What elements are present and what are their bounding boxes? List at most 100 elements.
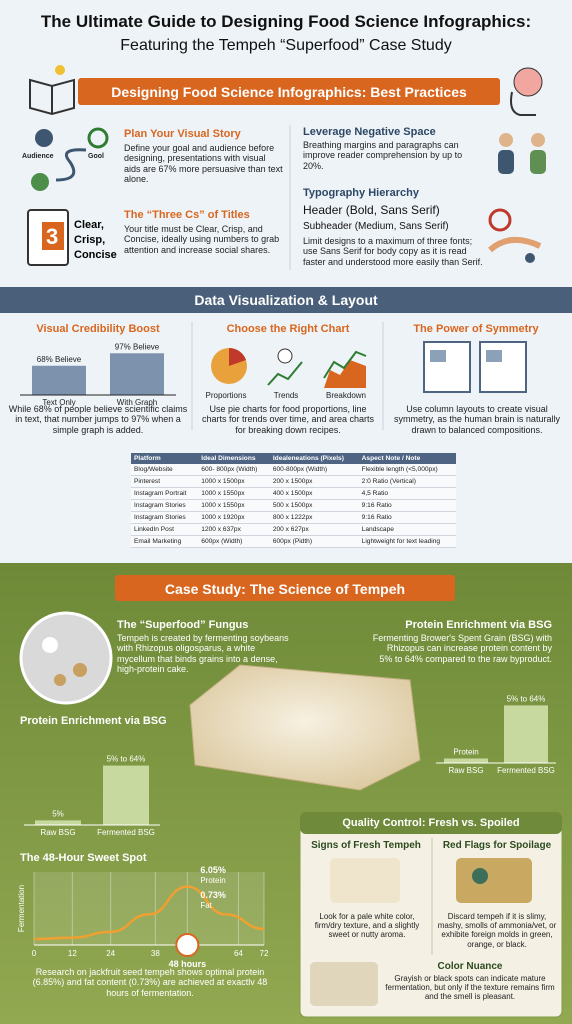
layout-icons <box>423 341 527 393</box>
bar-label: Protein <box>453 748 478 757</box>
box-title: Quality Control: Fresh vs. Spoiled <box>342 817 520 829</box>
annotation: 6.05% <box>200 865 226 875</box>
table-cell: 200 x 1500px <box>269 475 359 488</box>
section-title: Choose the Right Chart <box>226 323 350 335</box>
table-header: Idealeneations (Pixels) <box>269 453 359 464</box>
body-text: Tempeh is created by fermenting soybeans… <box>117 633 289 675</box>
table-cell: Blog/Website <box>131 464 199 476</box>
table-header: Ideal Dimensions <box>198 453 270 464</box>
table-header: Aspect Note / Note <box>358 453 456 464</box>
subtitle: Featuring the Tempeh “Superfood” Case St… <box>120 37 452 54</box>
table-cell: 600-800px (Width) <box>269 464 359 476</box>
table-row: Instagram Stories 1000 x 1920px 800 x 1222… <box>131 511 456 524</box>
sample-header: Header (Bold, Sans Serif) <box>303 203 440 217</box>
table-row: LinkedIn Post 1200 x 637px 200 x 627px Land… <box>131 523 456 536</box>
banner-bar <box>78 78 500 105</box>
section-title: Visual Credibility Boost <box>36 323 160 335</box>
table-cell: LinkedIn Post <box>131 523 199 536</box>
bar <box>35 820 81 825</box>
table-cell: 200 x 627px <box>269 523 359 536</box>
section-title: The “Three Cs” of Titles <box>124 209 250 221</box>
line <box>33 885 265 941</box>
table-row: Email Marketing 600px (Width) 600px (Pidth… <box>131 535 456 548</box>
body-text: Fermenting Brower's Spent Grain (BSG) wi… <box>372 633 552 664</box>
chart-icons <box>211 347 367 388</box>
plot-area <box>34 872 264 945</box>
table-cell: Instagram Stories <box>131 499 199 512</box>
brain-icon <box>510 67 543 116</box>
body-text: Your title must be Clear, Crisp, and Con… <box>124 224 280 255</box>
table-cell: Lightweight for text leading <box>358 535 456 548</box>
x-tick-label: 0 <box>32 949 37 958</box>
quality-title-bar <box>300 812 562 834</box>
clock-icon <box>175 933 200 957</box>
category-label: Fermented BSG <box>97 828 155 837</box>
section-title: Signs of Fresh Tempeh <box>311 840 421 851</box>
bar-label: 5% <box>52 809 64 818</box>
fungus-image <box>19 611 113 705</box>
bar-label: 5% to 64% <box>507 694 546 703</box>
category-label: With Graph <box>117 398 157 407</box>
section-title: The “Superfood” Fungus <box>117 619 249 631</box>
bar-label: 5% to 64% <box>107 755 146 764</box>
body-text: While 68% of people believe scientific c… <box>8 404 188 435</box>
category-label: Raw BSG <box>448 766 483 775</box>
table-cell: Landscape <box>358 523 456 536</box>
tempeh-image <box>189 664 421 791</box>
table-cell: 9:16 Ratio <box>358 499 456 512</box>
category-label: Fermented BSG <box>497 766 555 775</box>
chart-label: Breakdown <box>325 391 367 400</box>
annotation: 48 hours <box>169 959 207 969</box>
nuance-image <box>310 962 378 1006</box>
x-tick-label: 24 <box>106 949 115 958</box>
table-row: Pinterest 1000 x 1500px 200 x 1500px 2:0 Ra… <box>131 475 456 488</box>
table-cell: 2:0 Ratio (Vertical) <box>358 475 456 488</box>
chart-label: Proportions <box>205 391 247 400</box>
table-row: Blog/Website 600- 800px (Width) 600-800px … <box>131 464 456 476</box>
section-title: Color Nuance <box>437 961 503 972</box>
body-text: Use column layouts to create visual symm… <box>394 404 560 435</box>
table-cell: Flexible length (<5,000px) <box>358 464 456 476</box>
charts: Text Only 68% Believe With Graph 97% Believ… <box>17 342 556 969</box>
body-text: Breathing margins and paragraphs can imp… <box>303 140 463 171</box>
banner: Data Visualization & Layout <box>194 292 378 308</box>
banner-bar <box>115 575 455 601</box>
fresh-image <box>330 858 400 903</box>
bar <box>444 758 488 763</box>
table-cell: 4,5 Ratio <box>358 487 456 500</box>
section-title: Leverage Negative Space <box>303 126 436 138</box>
body-text: Research on jackfruit seed tempeh shows … <box>32 967 268 998</box>
section-title: Typography Hierarchy <box>303 187 419 199</box>
section-title: Plan Your Visual Story <box>124 128 241 140</box>
x-tick-label: 72 <box>260 949 269 958</box>
mold-spot <box>472 868 488 884</box>
table-cell: 9:16 Ratio <box>358 511 456 524</box>
body-text: Use pie charts for food proportions, lin… <box>201 404 375 435</box>
sample-subheader: Subheader (Medium, Sans Serif) <box>303 221 449 232</box>
table-cell: 400 x 1500px <box>269 487 359 500</box>
banner: Case Study: The Science of Tempeh <box>164 581 406 597</box>
audience-icon <box>31 127 109 191</box>
table-cell: 600- 800px (Width) <box>198 464 270 476</box>
table-row: Instagram Stories 1000 x 1550px 500 x 1500… <box>131 499 456 512</box>
bar <box>110 353 164 395</box>
bar <box>32 365 86 395</box>
platform-table: Platform Ideal Dimensions Idealeneations (… <box>131 453 456 548</box>
category-label: Text Only <box>42 398 75 407</box>
people-icon <box>498 133 546 174</box>
table-cell: 500 x 1500px <box>269 499 359 512</box>
table-cell: 1000 x 1920px <box>198 511 270 524</box>
table-cell: 800 x 1222px <box>269 511 359 524</box>
body-text: Look for a pale white color, firm/dry te… <box>314 912 420 940</box>
table-cell: 1000 x 1500px <box>198 475 270 488</box>
section-title: The Power of Symmetry <box>413 323 539 335</box>
section-title: The 48-Hour Sweet Spot <box>20 852 147 864</box>
body-text: Define your goal and audience before des… <box>124 143 283 185</box>
bar-label: 68% Believe <box>37 355 82 364</box>
checklist-icon <box>27 209 69 266</box>
annotation: 0.73% <box>200 890 226 900</box>
y-axis-label: Fermentation <box>17 885 26 932</box>
table-cell: Instagram Portrait <box>131 487 199 500</box>
table-cell: 600px (Width) <box>198 535 270 548</box>
